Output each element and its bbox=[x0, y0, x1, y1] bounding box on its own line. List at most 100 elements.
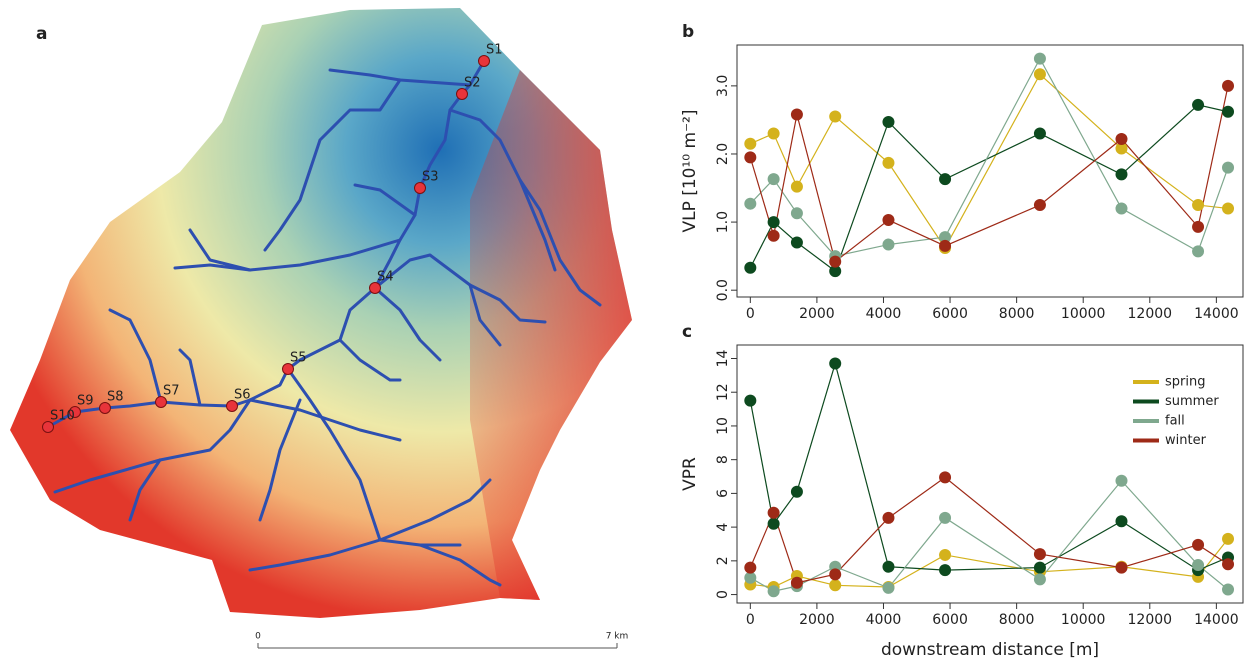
x-tick-label: 14000 bbox=[1194, 612, 1239, 628]
data-point bbox=[882, 116, 894, 128]
data-point bbox=[1115, 475, 1127, 487]
data-point bbox=[1192, 99, 1204, 111]
data-point bbox=[1034, 573, 1046, 585]
data-point bbox=[1222, 80, 1234, 92]
data-point bbox=[939, 173, 951, 185]
scale-label: 7 km bbox=[606, 632, 629, 642]
data-point bbox=[768, 585, 780, 597]
data-point bbox=[1034, 562, 1046, 574]
data-point bbox=[768, 216, 780, 228]
data-point bbox=[791, 237, 803, 249]
y-axis-label: VLP [10¹⁰ m⁻²] bbox=[680, 109, 700, 232]
data-point bbox=[829, 111, 841, 123]
scale-label: 0 bbox=[255, 632, 261, 642]
data-point bbox=[1115, 202, 1127, 214]
data-point bbox=[1222, 533, 1234, 545]
x-tick-label: 4000 bbox=[866, 612, 902, 628]
data-point bbox=[1222, 162, 1234, 174]
data-point bbox=[744, 138, 756, 150]
data-point bbox=[1034, 53, 1046, 65]
data-point bbox=[768, 173, 780, 185]
series-line bbox=[750, 105, 1228, 271]
x-tick-label: 0 bbox=[746, 306, 755, 322]
panel-label: b bbox=[682, 22, 694, 42]
data-point bbox=[829, 256, 841, 268]
data-point bbox=[791, 181, 803, 193]
site-label: S1 bbox=[486, 43, 503, 58]
data-point bbox=[1192, 539, 1204, 551]
data-point bbox=[791, 108, 803, 120]
data-point bbox=[1222, 558, 1234, 570]
x-tick-label: 4000 bbox=[866, 306, 902, 322]
data-point bbox=[939, 564, 951, 576]
site-label: S6 bbox=[234, 388, 251, 403]
x-tick-label: 8000 bbox=[999, 612, 1035, 628]
data-point bbox=[882, 582, 894, 594]
data-point bbox=[768, 507, 780, 519]
site-label: S9 bbox=[77, 394, 94, 409]
y-tick-label: 8 bbox=[715, 455, 731, 464]
data-point bbox=[1222, 202, 1234, 214]
legend-label: winter bbox=[1165, 433, 1207, 448]
data-point bbox=[744, 198, 756, 210]
x-tick-label: 10000 bbox=[1061, 306, 1106, 322]
series-line bbox=[750, 364, 1228, 571]
data-point bbox=[791, 207, 803, 219]
data-point bbox=[1222, 106, 1234, 118]
y-tick-label: 0.0 bbox=[715, 279, 731, 301]
data-point bbox=[1115, 562, 1127, 574]
data-point bbox=[768, 230, 780, 242]
y-tick-label: 3.0 bbox=[715, 75, 731, 97]
data-point bbox=[1192, 245, 1204, 257]
panel-label: a bbox=[36, 24, 47, 44]
x-tick-label: 12000 bbox=[1128, 306, 1173, 322]
legend-label: fall bbox=[1165, 414, 1185, 429]
y-tick-label: 2 bbox=[715, 556, 731, 565]
data-point bbox=[939, 549, 951, 561]
y-tick-label: 10 bbox=[715, 417, 731, 435]
data-point bbox=[1115, 133, 1127, 145]
data-point bbox=[744, 562, 756, 574]
data-point bbox=[768, 518, 780, 530]
y-tick-label: 14 bbox=[715, 349, 731, 367]
x-tick-label: 6000 bbox=[932, 612, 968, 628]
site-label: S5 bbox=[290, 351, 307, 366]
data-point bbox=[882, 214, 894, 226]
data-point bbox=[768, 128, 780, 140]
x-tick-label: 6000 bbox=[932, 306, 968, 322]
data-point bbox=[939, 471, 951, 483]
data-point bbox=[882, 157, 894, 169]
site-label: S10 bbox=[50, 409, 75, 424]
y-tick-label: 2.0 bbox=[715, 143, 731, 165]
data-point bbox=[791, 577, 803, 589]
data-point bbox=[882, 512, 894, 524]
data-point bbox=[829, 579, 841, 591]
y-tick-label: 0 bbox=[715, 590, 731, 599]
data-point bbox=[1115, 515, 1127, 527]
x-tick-label: 8000 bbox=[999, 306, 1035, 322]
y-tick-label: 4 bbox=[715, 523, 731, 532]
x-tick-label: 0 bbox=[746, 612, 755, 628]
site-label: S7 bbox=[163, 384, 180, 399]
data-point bbox=[1034, 128, 1046, 140]
plot-frame bbox=[737, 45, 1243, 297]
x-tick-label: 12000 bbox=[1128, 612, 1173, 628]
data-point bbox=[1192, 221, 1204, 233]
legend-label: spring bbox=[1165, 375, 1205, 390]
data-point bbox=[882, 561, 894, 573]
x-tick-label: 14000 bbox=[1194, 306, 1239, 322]
panel-label: c bbox=[682, 322, 692, 342]
data-point bbox=[829, 568, 841, 580]
data-point bbox=[1034, 548, 1046, 560]
figure: a S1S2S3S4S5S6S7S8S9S10 0 7 km b0.01.02.… bbox=[0, 0, 1258, 663]
site-label: S2 bbox=[464, 76, 481, 91]
series-line bbox=[750, 74, 1228, 248]
data-point bbox=[1034, 68, 1046, 80]
site-label: S4 bbox=[377, 270, 394, 285]
data-point bbox=[791, 486, 803, 498]
data-point bbox=[829, 358, 841, 370]
x-tick-label: 10000 bbox=[1061, 612, 1106, 628]
x-axis-label: downstream distance [m] bbox=[881, 640, 1099, 660]
x-tick-label: 2000 bbox=[799, 306, 835, 322]
